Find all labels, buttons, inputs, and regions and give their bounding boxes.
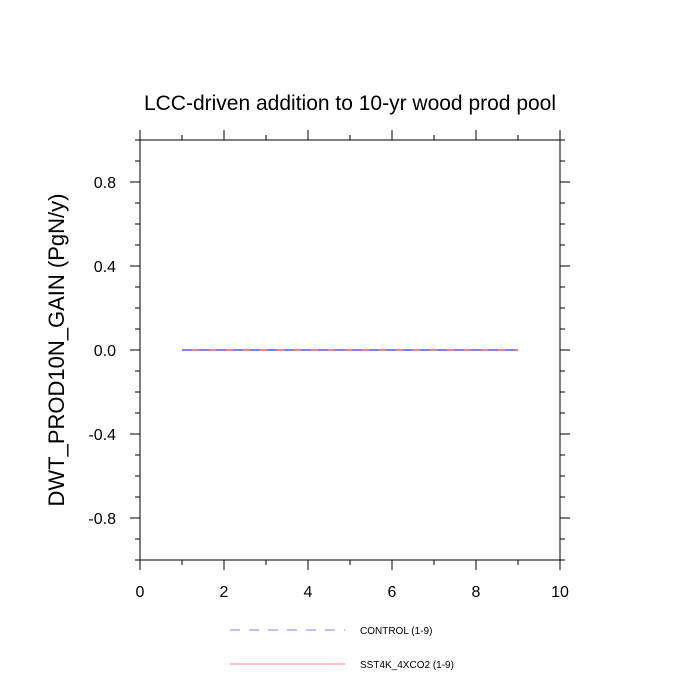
legend: CONTROL (1-9) SST4K_4XCO2 (1-9) (230, 626, 454, 671)
x-tick-label: 2 (220, 584, 229, 601)
y-tick-label: -0.8 (88, 511, 116, 528)
x-tick-label: 8 (472, 584, 481, 601)
x-tick-label: 0 (136, 584, 145, 601)
plot-frame (139, 139, 561, 561)
x-tick-label: 4 (304, 584, 313, 601)
axis-ticks (130, 130, 570, 570)
y-tick-label: -0.4 (88, 427, 116, 444)
tick-labels: 0 2 4 6 8 10 -0.8 -0.4 0.0 0.4 0.8 (88, 175, 569, 601)
legend-label: CONTROL (1-9) (360, 626, 432, 637)
y-tick-label: 0.8 (94, 175, 116, 192)
legend-label: SST4K_4XCO2 (1-9) (360, 660, 454, 671)
y-tick-label: 0.4 (94, 259, 116, 276)
y-axis-label: DWT_PROD10N_GAIN (PgN/y) (44, 194, 69, 507)
y-tick-label: 0.0 (94, 343, 116, 360)
chart-title: LCC-driven addition to 10-yr wood prod p… (144, 92, 556, 115)
x-tick-label: 10 (551, 584, 569, 601)
x-tick-label: 6 (388, 584, 397, 601)
